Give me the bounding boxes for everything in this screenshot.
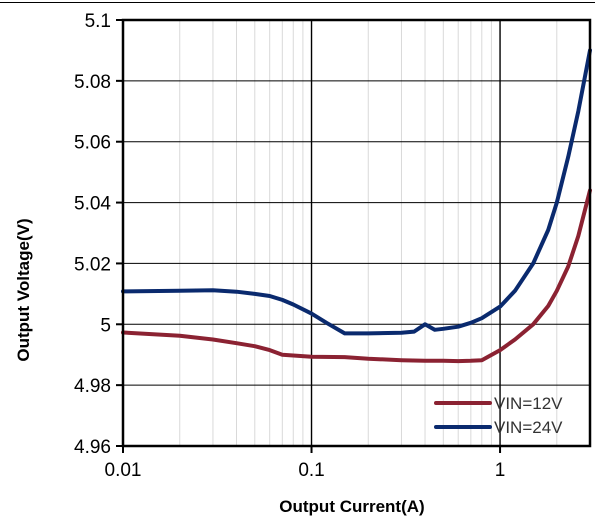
series-line-2 <box>121 48 592 336</box>
x-tick-label: 0.1 <box>298 460 324 481</box>
legend: VIN=12V VIN=24V <box>434 394 563 437</box>
y-tick-label: 5.04 <box>74 194 111 215</box>
y-axis-title: Output Voltage(V) <box>14 218 33 361</box>
legend-label: VIN=24V <box>494 418 563 437</box>
plot-frame <box>121 18 592 448</box>
y-tick-label: 5.1 <box>85 11 111 32</box>
y-tick-label: 5 <box>100 315 111 336</box>
series-line-1 <box>121 188 592 364</box>
y-tick-label: 5.02 <box>74 254 111 275</box>
grid <box>123 20 590 446</box>
top-rule <box>0 2 595 3</box>
y-tick-label: 5.08 <box>74 72 111 93</box>
series-layer <box>121 48 592 364</box>
y-tick-label: 5.06 <box>74 133 111 154</box>
axes: 4.96 4.98 5 5.02 5.04 5.06 5.08 5.1 0.01 0.1 1 <box>74 11 592 481</box>
y-tick-label: 4.98 <box>74 376 111 397</box>
x-axis-title: Output Current(A) <box>279 497 424 516</box>
y-tick-label: 4.96 <box>74 437 111 458</box>
x-tick-label: 0.01 <box>105 460 142 481</box>
x-tick-label: 1 <box>495 460 506 481</box>
legend-label: VIN=12V <box>494 394 563 413</box>
